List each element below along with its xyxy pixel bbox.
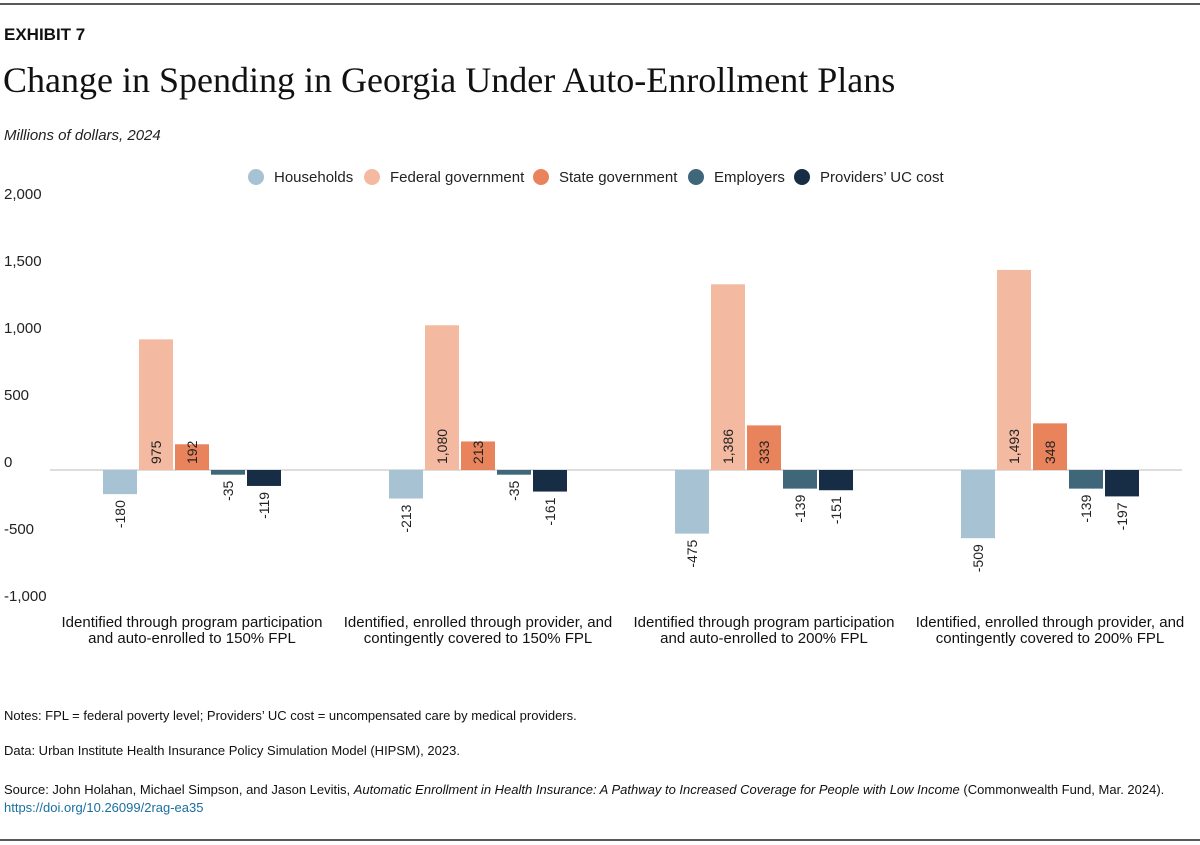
bar: [1105, 470, 1139, 497]
legend-label: Federal government: [390, 169, 525, 186]
legend-label: State government: [559, 169, 678, 186]
value-label: -475: [684, 539, 700, 567]
value-label: 348: [1042, 440, 1058, 464]
y-tick-label: 1,500: [4, 253, 42, 270]
legend-swatch: [794, 169, 810, 185]
value-label: -119: [256, 492, 272, 519]
y-tick-label: 500: [4, 387, 29, 404]
value-label: -213: [398, 504, 414, 532]
value-label: -35: [506, 480, 522, 500]
value-label: 1,080: [434, 429, 450, 464]
source-prefix: Source: John Holahan, Michael Simpson, a…: [4, 782, 351, 797]
bar: [175, 444, 209, 470]
source: Source: John Holahan, Michael Simpson, a…: [4, 781, 1184, 817]
value-label: 333: [756, 440, 772, 464]
value-label: 1,493: [1006, 429, 1022, 464]
value-label: 975: [148, 440, 164, 464]
bar: [103, 470, 137, 495]
bar: [139, 339, 173, 470]
value-label: -151: [828, 496, 844, 524]
bar: [675, 470, 709, 534]
y-tick-label: -1,000: [4, 588, 47, 605]
y-tick-label: 1,000: [4, 320, 42, 337]
chart-title: Change in Spending in Georgia Under Auto…: [3, 60, 895, 100]
bar: [1069, 470, 1103, 489]
category-label: Identified, enrolled through provider, a…: [915, 614, 1185, 647]
value-label: -139: [792, 494, 808, 522]
bar: [389, 470, 423, 499]
bar: [783, 470, 817, 489]
category-label: Identified, enrolled through provider, a…: [343, 614, 613, 647]
y-tick-label: -500: [4, 521, 34, 538]
category-label: Identified through program participation…: [61, 614, 323, 647]
bar: [211, 470, 245, 475]
legend-swatch: [248, 169, 264, 185]
value-label: -35: [220, 480, 236, 500]
notes: Notes: FPL = federal poverty level; Prov…: [4, 708, 577, 723]
value-label: 192: [184, 440, 200, 464]
value-label: 1,386: [720, 429, 736, 464]
y-tick-label: 0: [4, 454, 12, 471]
plot: 2,000 1,500 1,000 500 0 -500 -1,000 Households F…: [4, 169, 1182, 605]
y-tick-label: 2,000: [4, 186, 42, 203]
bar: [497, 470, 531, 475]
legend-label: Households: [274, 169, 353, 186]
legend-swatch: [688, 169, 704, 185]
legend-label: Providers’ UC cost: [820, 169, 944, 186]
subtitle: Millions of dollars, 2024: [4, 127, 161, 144]
source-title: Automatic Enrollment in Health Insurance…: [353, 782, 960, 797]
bar: [1033, 423, 1067, 470]
value-label: 213: [470, 440, 486, 464]
bar: [425, 325, 459, 470]
legend-swatch: [364, 169, 380, 185]
value-label: -139: [1078, 494, 1094, 522]
bar: [711, 284, 745, 470]
bar: [819, 470, 853, 491]
legend-swatch: [533, 169, 549, 185]
source-suffix: (Commonwealth Fund, Mar. 2024).: [963, 782, 1165, 797]
source-link[interactable]: https://doi.org/10.26099/2rag-ea35: [4, 800, 204, 815]
category-label: Identified through program participation…: [633, 614, 895, 647]
value-label: -509: [970, 544, 986, 572]
data-note: Data: Urban Institute Health Insurance P…: [4, 743, 460, 758]
kicker: EXHIBIT 7: [4, 25, 85, 44]
value-label: -180: [112, 500, 128, 528]
bar: [533, 470, 567, 492]
bar: [747, 425, 781, 470]
value-label: -161: [542, 497, 558, 525]
bar: [461, 441, 495, 470]
value-label: -197: [1114, 502, 1130, 530]
bar: [247, 470, 281, 486]
legend-label: Employers: [714, 169, 785, 186]
bar: [961, 470, 995, 539]
bar: [997, 269, 1031, 470]
